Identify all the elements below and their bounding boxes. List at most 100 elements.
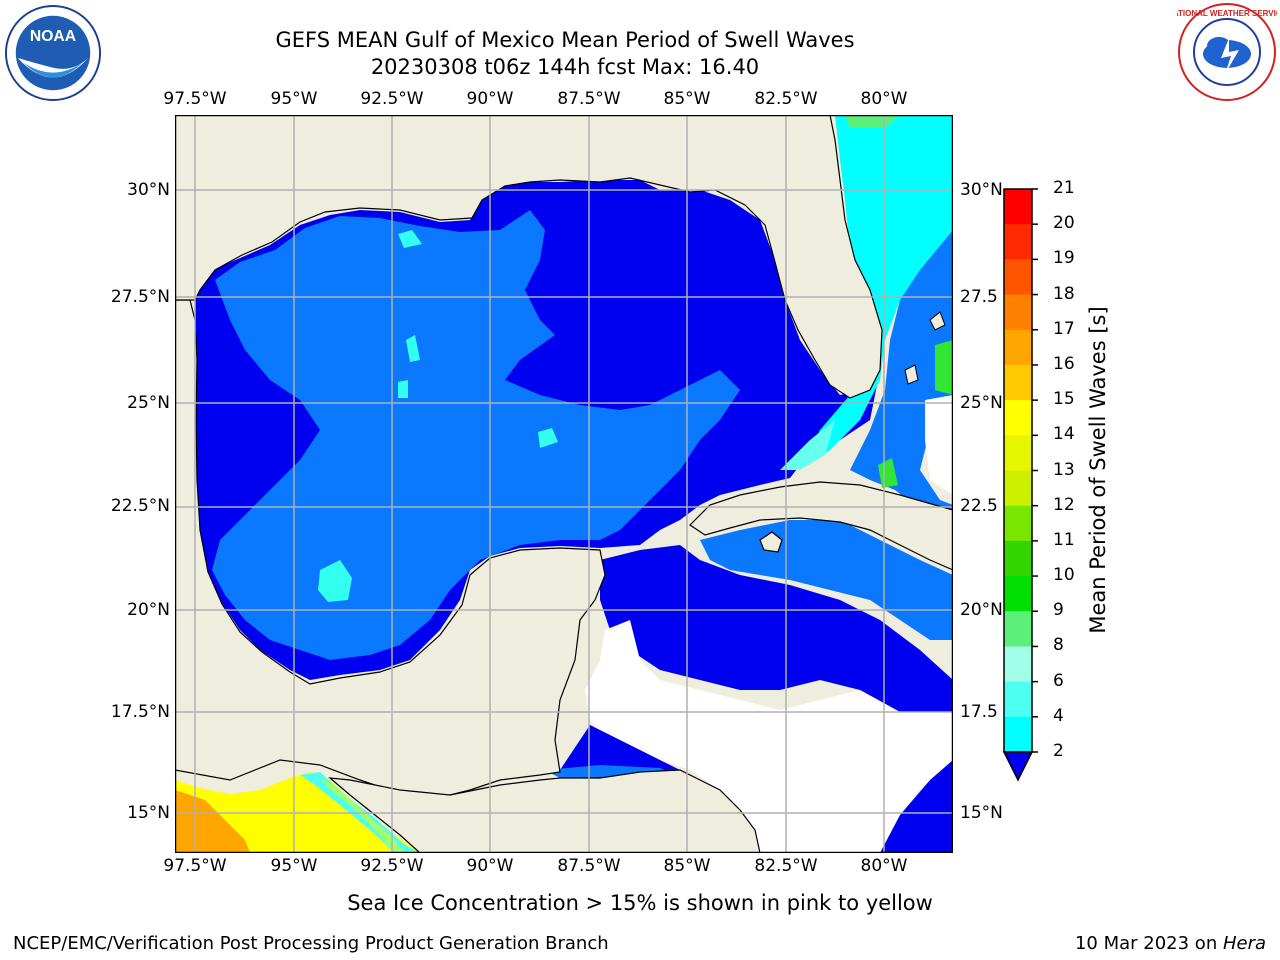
colorbar-tick-label: 16 [1053,353,1075,374]
colorbar-tick-label: 19 [1053,248,1075,269]
central-america-land [328,769,761,853]
map-subtitle: 20230308 t06z 144h fcst Max: 16.40 [370,55,760,79]
colorbar-tick-label: 12 [1053,494,1075,515]
colorbar-band [1004,435,1032,471]
gulf-cyan-patch [318,560,352,602]
lon-label-bottom: 85°W [663,856,711,876]
graticule [175,115,953,853]
colorbar-tick-label: 13 [1053,459,1075,480]
lat-label-left: 22.5°N [110,496,170,516]
no-data-region [585,620,953,853]
gulf-cyan-patch [398,380,408,398]
colorbar-tick-label: 8 [1053,635,1064,656]
colorbar-tick-label: 21 [1053,178,1075,198]
pacific-water-orange [175,790,250,853]
lat-label-left: 20°N [127,600,170,620]
lon-label-top: 95°W [270,89,318,109]
lat-label-left: 25°N [127,393,170,413]
lon-label-top: 82.5°W [754,89,818,109]
colorbar-band [1004,505,1032,542]
colorbar-tick-label: 10 [1053,565,1075,586]
lat-label-right: 15°N [960,803,1003,823]
colorbar-band [1004,364,1032,401]
gulf-cyan-patch [538,428,558,448]
gulf-cyan-patch [406,335,420,362]
lat-label-left: 15°N [127,803,170,823]
colorbar-band [1004,681,1032,718]
nws-logo-text: NATIONAL WEATHER SERVICE [1177,9,1277,18]
colorbar-band [1004,576,1032,612]
colorbar-band [1004,611,1032,647]
colorbar-band [1004,224,1032,260]
colorbar-tick-label: 9 [1053,600,1064,621]
atlantic-water-green-3 [845,115,900,128]
map-border [175,115,953,853]
lon-label-bottom: 97.5°W [163,856,227,876]
lat-label-left: 27.5°N [110,287,170,307]
lat-label-right: 17.5 [960,702,998,722]
colorbar-band [1004,400,1032,436]
lon-label-bottom: 92.5°W [360,856,424,876]
lat-label-right: 20°N [960,600,1003,620]
colorbar-band [1004,189,1032,225]
colorbar-band [1004,540,1032,577]
colorbar-band [1004,259,1032,296]
lon-label-bottom: 90°W [466,856,514,876]
lat-label-right: 30°N [960,180,1003,200]
honduras-bay-water [560,725,680,778]
us-gulf-coast-land [175,115,883,399]
noaa-logo-text: NOAA [30,28,76,45]
lon-label-top: 92.5°W [360,89,424,109]
cuba-land [689,481,953,571]
colorbar-tick-label: 14 [1053,424,1075,445]
atlantic-no-data [925,395,953,495]
isla-juventud-land [759,531,783,553]
lon-label-top: 97.5°W [163,89,227,109]
credit-text: NCEP/EMC/Verification Post Processing Pr… [13,933,609,954]
gulf-cyan-patch [780,420,835,470]
atlantic-water-cyan [800,115,953,470]
lon-label-top: 85°W [663,89,711,109]
colorbar-tick-label: 2 [1053,741,1064,761]
colorbar-band [1004,646,1032,683]
lon-label-top: 90°W [466,89,514,109]
lat-label-right: 25°N [960,393,1003,413]
colorbar-band [1004,716,1032,753]
lon-label-top: 80°W [860,89,908,109]
lat-label-right: 22.5 [960,496,998,516]
atlantic-water-green-2 [878,458,898,488]
lon-label-bottom: 82.5°W [754,856,818,876]
lat-label-left: 17.5°N [110,702,170,722]
colorbar-tick-label: 6 [1053,670,1064,691]
lon-label-bottom: 80°W [860,856,908,876]
atlantic-water-mid [850,230,953,520]
lon-label-bottom: 95°W [270,856,318,876]
bahamas-land [904,364,919,385]
southeast-water-deep [880,760,953,853]
colorbar-band [1004,470,1032,507]
date-text: 10 Mar 2023 on [1074,933,1223,954]
host-name: Hera [1222,933,1266,954]
nws-logo: NATIONAL WEATHER SERVICE [1177,3,1277,101]
colorbar [1002,188,1038,782]
pacific-water-green [320,778,405,853]
colorbar-band [1004,294,1032,331]
colorbar-tick-label: 15 [1053,389,1075,410]
noaa-logo: NOAA [4,4,102,102]
colorbar-extend-triangle [1002,751,1034,782]
sea-ice-note: Sea Ice Concentration > 15% is shown in … [347,891,933,915]
bahamas-land [929,311,946,331]
caribbean-water-deep [600,545,953,712]
colorbar-label: Mean Period of Swell Waves [s] [1086,306,1110,634]
atlantic-water-green [935,340,953,395]
lon-label-top: 87.5°W [557,89,621,109]
colorbar-tick-label: 4 [1053,705,1064,726]
gulf-water-mid [212,210,740,660]
colorbar-band [1004,329,1032,366]
gulf-cyan-patch [398,230,422,248]
lat-label-left: 30°N [127,180,170,200]
lat-label-right: 27.5 [960,287,998,307]
date-stamp: 10 Mar 2023 on Hera [1075,933,1266,954]
lon-label-bottom: 87.5°W [557,856,621,876]
map-title: GEFS MEAN Gulf of Mexico Mean Period of … [275,28,855,52]
